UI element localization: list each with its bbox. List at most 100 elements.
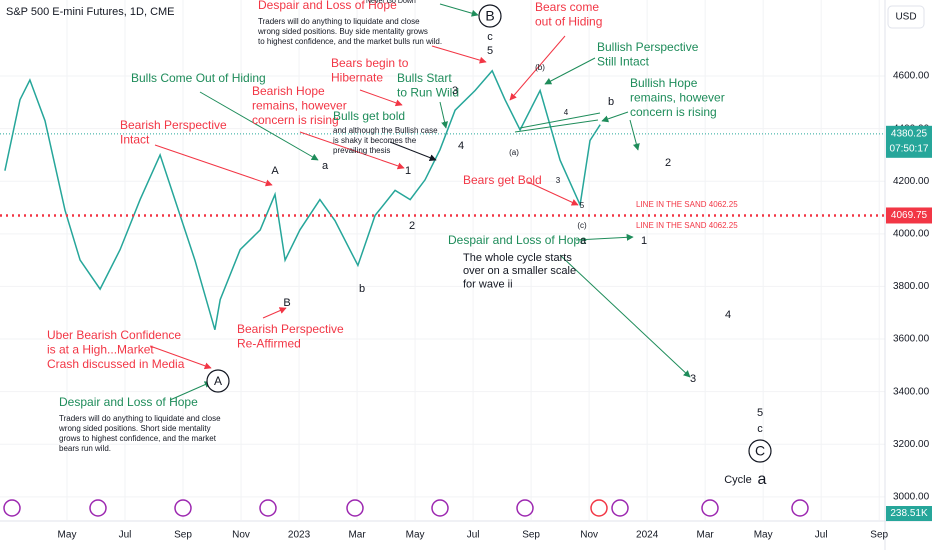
event-icon[interactable] <box>174 499 192 517</box>
annotation-text: to Run Wild <box>397 86 459 100</box>
wave-label: 4 <box>564 108 569 117</box>
plot <box>0 69 885 331</box>
annotation-text: Still Intact <box>597 55 650 69</box>
annotation-text: Bears begin to <box>331 56 409 70</box>
last-price-label: 4380.25 <box>891 128 928 139</box>
volume-label: 238.51K <box>890 508 928 519</box>
x-tick-label: Mar <box>348 530 366 541</box>
x-tick-label: Sep <box>870 530 888 541</box>
y-tick-label: 3600.00 <box>893 334 930 345</box>
annotation-text: is shaky it becomes the <box>333 136 417 145</box>
arrow <box>559 254 691 378</box>
x-tick-label: May <box>754 530 773 541</box>
annotation-text: Never Go Down <box>366 0 416 5</box>
annotation-text: Bearish Perspective <box>237 322 344 336</box>
annotation-text: Bulls Start <box>397 71 452 85</box>
currency[interactable]: USD <box>895 12 916 23</box>
event-icon[interactable] <box>516 499 534 517</box>
annotation-text: bears run wild. <box>59 444 111 453</box>
wave-label: 5 <box>487 45 493 57</box>
y-tick-label: 3000.00 <box>893 491 930 502</box>
wave-label: A <box>271 165 279 177</box>
annotation-text: LINE IN THE SAND 4062.25 <box>636 221 738 230</box>
arrow <box>154 144 273 187</box>
wave-label: b <box>359 283 365 295</box>
arrow <box>527 181 579 206</box>
wave-label: 1 <box>641 235 647 247</box>
annotation-text: Bulls Come Out of Hiding <box>131 71 266 85</box>
wave-label: a <box>322 160 329 172</box>
wave-label: (a) <box>509 148 519 157</box>
annotation-text: Bullish Perspective <box>597 40 699 54</box>
wave-label: b <box>608 96 614 108</box>
annotations: Despair and Loss of Hope Traders will do … <box>47 0 738 453</box>
event-icon[interactable] <box>590 499 608 517</box>
sand-price-box <box>886 207 932 224</box>
countdown-label: 07:50:17 <box>890 143 929 154</box>
annotation-text: Uber Bearish Confidence <box>47 328 181 342</box>
wave-label: 3 <box>556 176 561 185</box>
annotation-text: Bulls get bold <box>333 109 405 123</box>
wave-label: 2 <box>665 157 671 169</box>
annotation-text: LINE IN THE SAND 4062.25 <box>636 200 738 209</box>
annotation-text: Despair and Loss of Hope <box>59 395 198 409</box>
y-tick-label: 4600.00 <box>893 71 930 82</box>
annotation-text: for wave ii <box>463 279 513 291</box>
annotation-text: wrong sided positions. Short side mental… <box>58 424 211 433</box>
event-icon[interactable] <box>89 499 107 517</box>
annotation-text: prevailing thesis <box>333 146 390 155</box>
wave-label: (b) <box>535 63 545 72</box>
event-icon[interactable] <box>701 499 719 517</box>
arrow <box>359 89 403 107</box>
event-icon[interactable] <box>611 499 629 517</box>
wave-label: 3 <box>690 373 696 385</box>
currency-box[interactable] <box>887 5 925 29</box>
arrow <box>629 119 640 151</box>
annotation-text: and although the Bullish case <box>333 126 438 135</box>
wave-label: 4 <box>725 309 731 321</box>
arrow <box>169 381 212 401</box>
wave-label: 5 <box>757 407 763 419</box>
wave-label: c <box>757 423 763 435</box>
last-price-box <box>886 125 932 158</box>
wave-circle <box>748 439 772 463</box>
x-tick-label: Jul <box>119 530 132 541</box>
event-icon[interactable] <box>346 499 364 517</box>
annotation-text: to highest confidence, and the market bu… <box>258 37 442 46</box>
wave-label: A <box>214 374 222 388</box>
arrow <box>299 131 405 170</box>
event-icon[interactable] <box>791 499 809 517</box>
y-tick-label: 4000.00 <box>893 228 930 239</box>
annotation-text: is at a High...Market <box>47 343 154 357</box>
annotation-text: remains, however <box>630 91 725 105</box>
annotation-text: Bearish Perspective <box>120 118 227 132</box>
event-icon[interactable] <box>259 499 277 517</box>
x-tick-label: Nov <box>580 530 598 541</box>
wave-label: 2 <box>409 220 415 232</box>
grid <box>0 0 885 520</box>
arrow <box>439 101 448 129</box>
y-tick-label: 3400.00 <box>893 386 930 397</box>
wave-label: C <box>755 443 765 459</box>
x-tick-label: Mar <box>697 530 715 541</box>
x-tick-label: Sep <box>174 530 192 541</box>
arrows <box>149 3 691 401</box>
x-tick-label: Nov <box>232 530 250 541</box>
wave-label: 3 <box>452 85 458 97</box>
event-icon[interactable] <box>431 499 449 517</box>
annotation-text: over on a smaller scale <box>463 265 576 277</box>
event-icon[interactable] <box>3 499 21 517</box>
annotation-text: Bears come <box>535 0 599 14</box>
x-tick-label: May <box>406 530 425 541</box>
arrow <box>389 141 437 161</box>
y-tick-label: 3200.00 <box>893 439 930 450</box>
x-tick-label: Sep <box>522 530 540 541</box>
wave-label: 5 <box>580 201 585 210</box>
chart-title: S&P 500 E-mini Futures, 1D, CME <box>6 6 175 18</box>
arrow <box>544 57 596 85</box>
event-icons <box>3 499 809 517</box>
